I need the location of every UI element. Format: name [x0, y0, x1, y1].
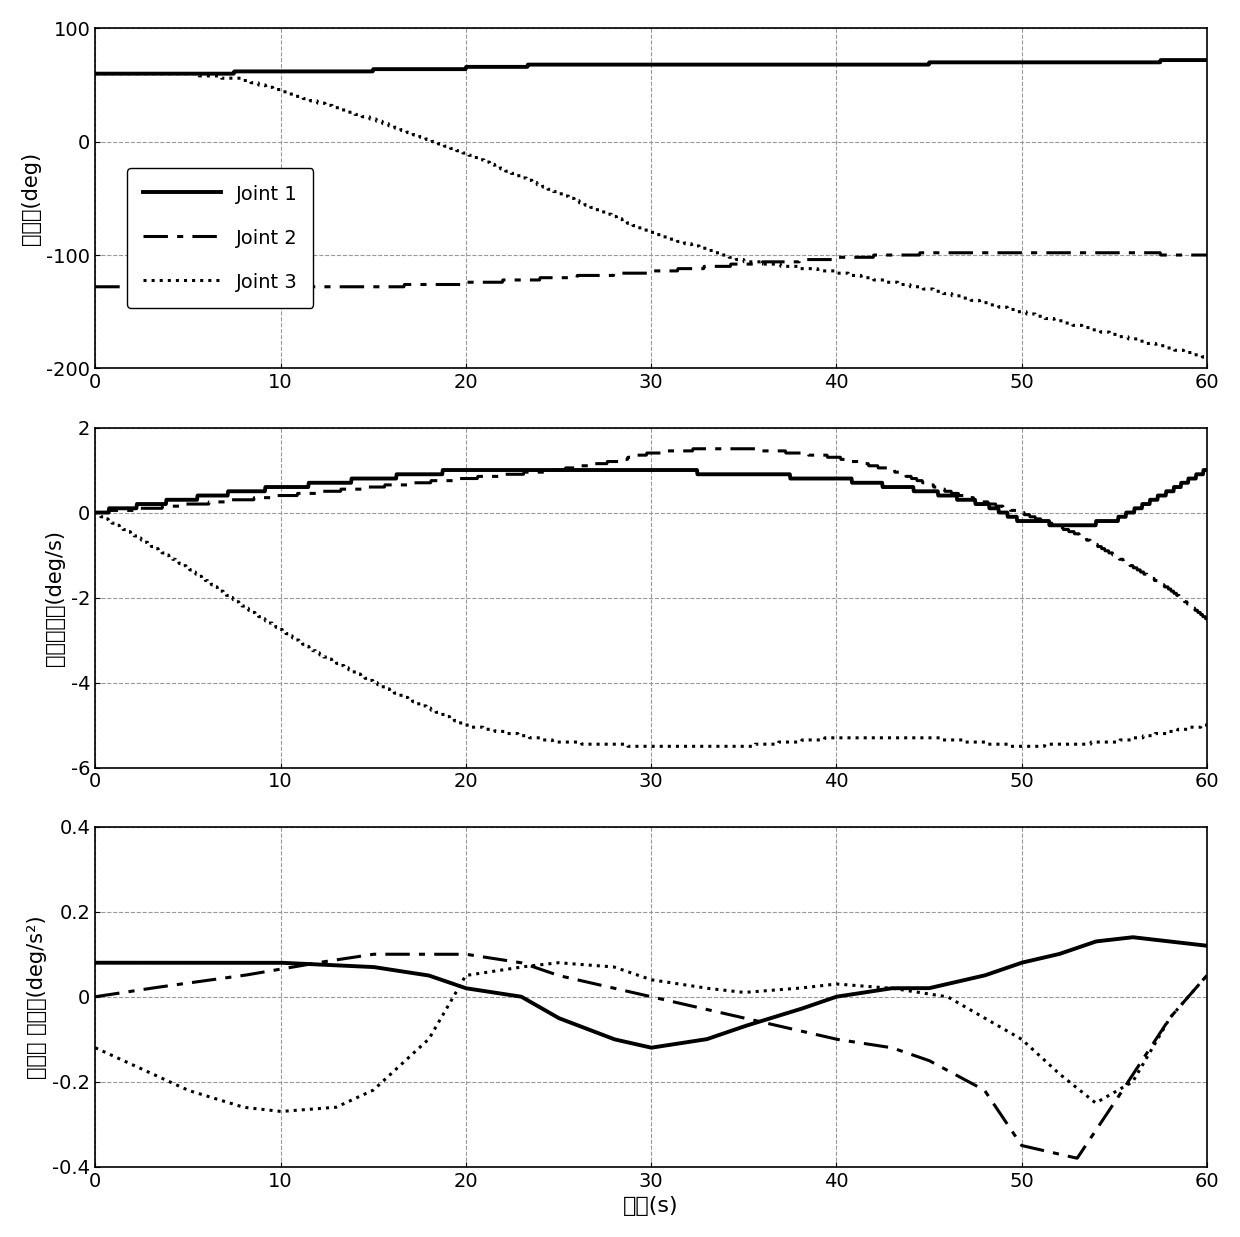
- X-axis label: 时间(s): 时间(s): [624, 1196, 678, 1216]
- Y-axis label: 关节角速度(deg/s): 关节角速度(deg/s): [46, 529, 66, 666]
- Y-axis label: 关节角(deg): 关节角(deg): [21, 152, 41, 245]
- Legend: Joint 1, Joint 2, Joint 3: Joint 1, Joint 2, Joint 3: [128, 168, 314, 308]
- Y-axis label: 关节角 加速度(deg/s²): 关节角 加速度(deg/s²): [27, 915, 47, 1079]
